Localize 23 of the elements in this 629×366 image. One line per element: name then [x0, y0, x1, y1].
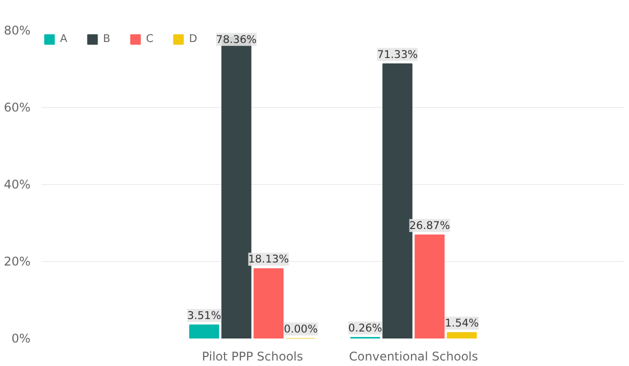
legend-label: B [103, 32, 112, 45]
data-label: 0.26% [348, 322, 382, 334]
bar [414, 234, 445, 338]
y-tick-label: 80% [4, 24, 30, 38]
data-label: 3.51% [187, 308, 222, 322]
data-label: 26.87% [409, 219, 450, 232]
legend-label: C [146, 32, 154, 45]
bar [189, 324, 220, 338]
legend-label: A [60, 32, 68, 45]
x-tick-label: Pilot PPP Schools [202, 350, 304, 364]
y-tick-label: 40% [4, 178, 30, 192]
y-tick-label: 20% [4, 254, 30, 268]
data-label: 18.13% [248, 252, 289, 266]
data-label: 0.00% [284, 322, 318, 336]
legend-label: D [189, 32, 198, 45]
data-label: 1.54% [444, 316, 479, 330]
data-label: 71.33% [377, 48, 418, 61]
bar [446, 332, 477, 338]
x-tick-label: Conventional Schools [349, 350, 478, 364]
y-tick-label: 60% [4, 100, 30, 114]
data-label: 78.36% [216, 32, 257, 46]
y-tick-label: 0% [11, 332, 31, 346]
bar [254, 268, 284, 338]
